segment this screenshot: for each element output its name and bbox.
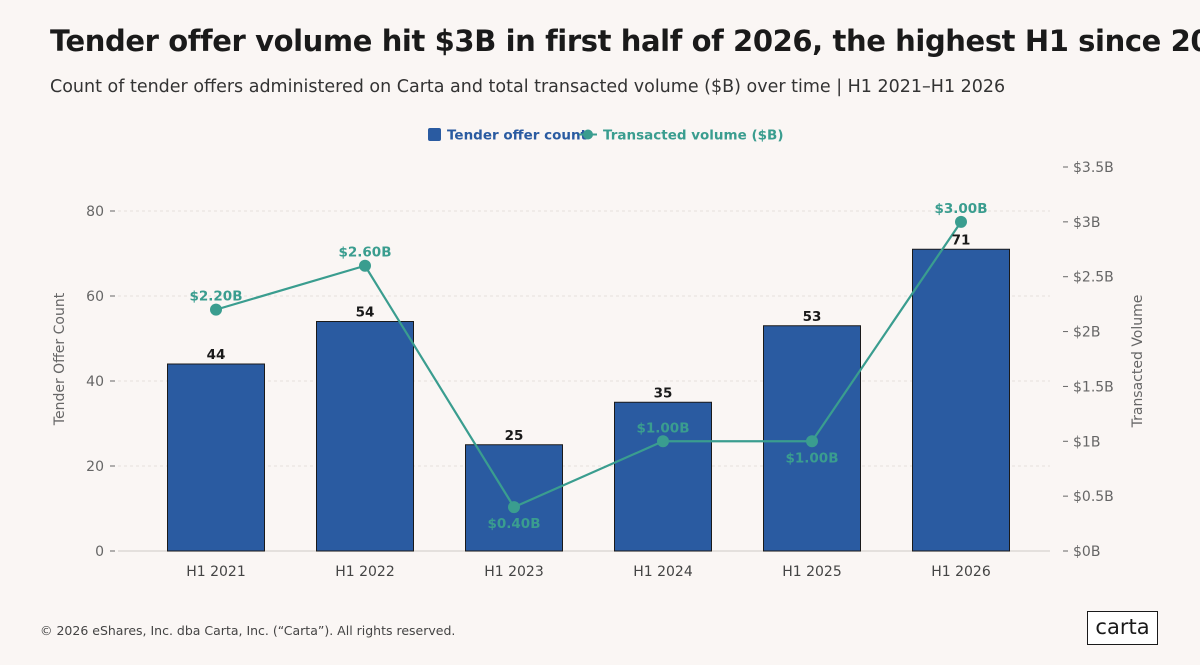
bar-value-label: 71 xyxy=(952,232,971,248)
volume-point xyxy=(657,435,669,448)
left-axis-title: Tender Offer Count xyxy=(52,292,68,426)
legend: Tender offer count Transacted volume ($B… xyxy=(428,128,783,144)
legend-label-line: Transacted volume ($B) xyxy=(603,128,783,144)
volume-point xyxy=(359,259,371,272)
bar-value-label: 44 xyxy=(207,347,226,363)
carta-logo: carta xyxy=(1087,611,1158,645)
bar xyxy=(465,444,563,552)
volume-line-path xyxy=(215,221,962,509)
right-tick-label: $3B xyxy=(1073,215,1100,231)
right-tick-label: $0B xyxy=(1073,544,1100,560)
left-tick-label: 20 xyxy=(86,459,104,475)
x-tick-label: H1 2023 xyxy=(484,564,544,580)
chart-title: Tender offer volume hit $3B in first hal… xyxy=(50,24,1200,58)
legend-label-bars: Tender offer count xyxy=(447,128,588,144)
volume-point xyxy=(806,435,818,448)
left-tick-label: 40 xyxy=(86,374,104,390)
right-tick-label: $1B xyxy=(1073,434,1100,450)
volume-value-label: $1.00B xyxy=(786,450,839,466)
volume-line xyxy=(210,215,967,514)
volume-point xyxy=(210,303,222,316)
volume-point xyxy=(955,215,967,228)
volume-value-label: $2.60B xyxy=(339,245,392,261)
gridlines xyxy=(118,210,1050,467)
x-tick-label: H1 2022 xyxy=(335,564,395,580)
legend-marker-line xyxy=(583,129,593,140)
bar-value-label: 53 xyxy=(803,309,822,325)
left-tick-label: 0 xyxy=(95,544,104,560)
bar-value-label: 54 xyxy=(356,305,375,321)
right-tick-label: $2B xyxy=(1073,325,1100,341)
volume-value-label: $1.00B xyxy=(637,420,690,436)
data-labels: 44 54 25 35 53 71 $2.20B $2.60B $0.40B $1.00B $1.0… xyxy=(190,201,988,532)
bar xyxy=(316,321,414,552)
left-tick-label: 80 xyxy=(86,204,104,220)
right-tick-label: $2.5B xyxy=(1073,270,1114,286)
chart-subtitle: Count of tender offers administered on C… xyxy=(50,77,1006,97)
x-tick-label: H1 2024 xyxy=(633,564,693,580)
x-tick-label: H1 2021 xyxy=(186,564,246,580)
bar xyxy=(614,401,712,552)
volume-value-label: $2.20B xyxy=(190,289,243,305)
axes: 0 20 40 60 80 $0B $0.5B $1B $1.5B $2B $2.5B $3B $3.5… xyxy=(52,160,1146,580)
right-tick-label: $1.5B xyxy=(1073,379,1114,395)
bar-value-label: 35 xyxy=(654,385,673,401)
volume-point xyxy=(508,501,520,514)
right-tick-label: $0.5B xyxy=(1073,489,1114,505)
x-tick-label: H1 2026 xyxy=(931,564,991,580)
bar xyxy=(167,363,265,552)
x-tick-label: H1 2025 xyxy=(782,564,842,580)
bars xyxy=(167,248,1010,552)
right-axis-title: Transacted Volume xyxy=(1130,295,1146,429)
left-tick-label: 60 xyxy=(86,289,104,305)
legend-swatch-bars xyxy=(428,128,441,141)
bar xyxy=(912,248,1010,552)
right-tick-label: $3.5B xyxy=(1073,160,1114,176)
volume-value-label: $3.00B xyxy=(935,201,988,217)
volume-value-label: $0.40B xyxy=(488,516,541,532)
copyright-footer: © 2026 eShares, Inc. dba Carta, Inc. (“C… xyxy=(40,623,456,638)
bar-value-label: 25 xyxy=(505,428,524,444)
